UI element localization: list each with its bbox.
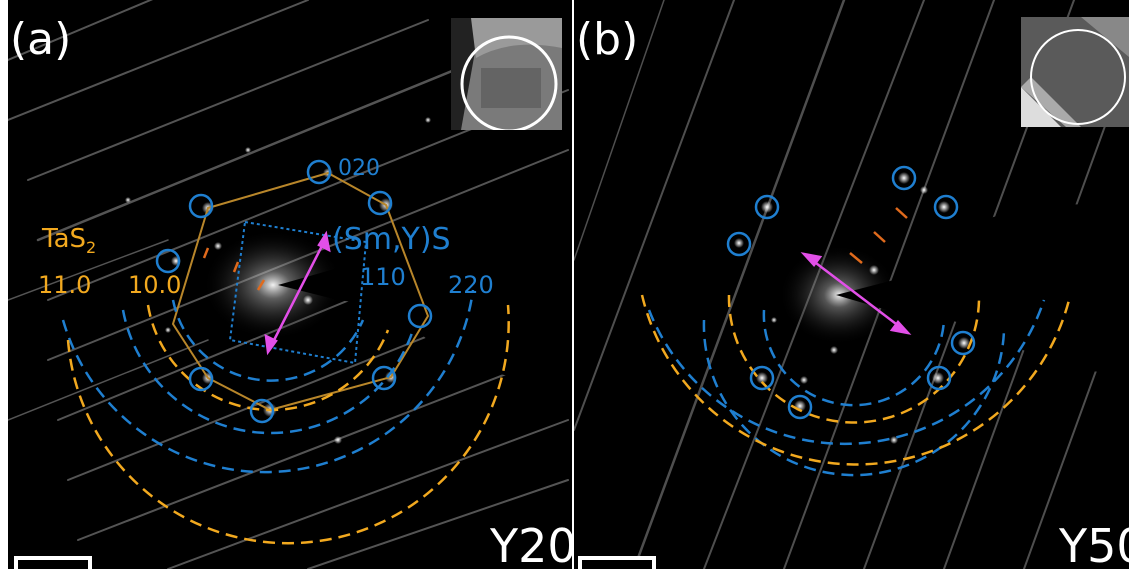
measure-arrow-a bbox=[264, 230, 331, 356]
smys-rings-a bbox=[61, 289, 475, 474]
smys-220-label: 220 bbox=[448, 271, 494, 299]
tas2-markers-a bbox=[202, 247, 266, 291]
tas2-rings-a bbox=[66, 304, 510, 545]
smys-unit-cell bbox=[228, 220, 368, 365]
smys-title: (Sm,Y)S bbox=[332, 222, 451, 257]
diffraction-panel-a: (a) TaS2 11.0 10.0 (Sm,Y)S 110 220 020 Y… bbox=[8, 0, 572, 569]
sample-label-a: Y20 bbox=[490, 519, 572, 569]
smys-rings-b bbox=[647, 299, 1046, 477]
tas2-title-text: TaS bbox=[42, 224, 87, 254]
tas2-hexagon bbox=[171, 171, 430, 412]
smys-spot-markers-b bbox=[726, 165, 976, 420]
sample-label-b: Y50 bbox=[1059, 519, 1129, 569]
diffraction-spots-b bbox=[734, 172, 970, 444]
tas2-title-subscript: 2 bbox=[86, 238, 97, 258]
tas2-11-0-label: 11.0 bbox=[38, 271, 92, 299]
scale-bar-a bbox=[14, 556, 92, 569]
tas2-10-0-label: 10.0 bbox=[128, 271, 182, 299]
measure-arrow-b bbox=[800, 252, 912, 335]
beam-stop-a bbox=[278, 200, 572, 381]
tas2-rings-b bbox=[640, 294, 1071, 466]
inset-image-b bbox=[1021, 17, 1129, 127]
panel-label-b: (b) bbox=[576, 14, 639, 65]
inset-image-a bbox=[451, 18, 562, 130]
tas2-markers-b bbox=[849, 207, 908, 264]
smys-110-label: 110 bbox=[360, 263, 406, 291]
diffraction-panel-b: (b) Y50 bbox=[574, 0, 1129, 569]
diffraction-pattern-a bbox=[8, 0, 572, 569]
smys-020-label: 020 bbox=[338, 156, 380, 181]
beam-stop-b bbox=[836, 204, 1129, 372]
panel-label-a: (a) bbox=[10, 14, 72, 65]
smys-spot-markers-a bbox=[155, 159, 433, 424]
diffraction-pattern-b bbox=[574, 0, 1129, 569]
scale-bar-b bbox=[578, 556, 656, 569]
tas2-title: TaS2 bbox=[42, 226, 96, 256]
